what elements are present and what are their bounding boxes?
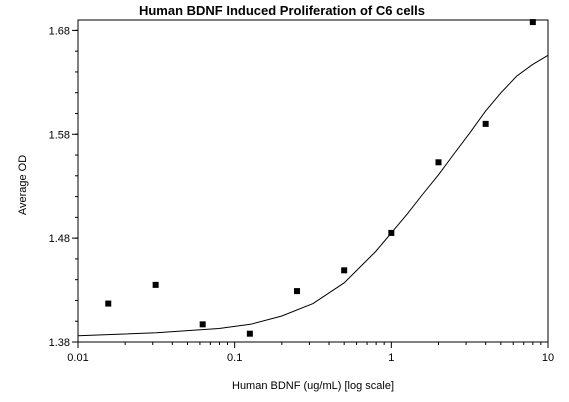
data-points <box>105 19 536 337</box>
y-tick-label: 1.68 <box>49 25 70 37</box>
data-point <box>482 120 489 127</box>
data-point <box>294 288 301 295</box>
fit-curve <box>77 54 549 337</box>
data-point <box>388 229 395 236</box>
y-tick-label: 1.58 <box>49 129 70 141</box>
data-point <box>152 281 159 288</box>
data-point <box>199 321 206 328</box>
plot-frame <box>77 19 549 343</box>
data-point <box>529 19 536 26</box>
data-point <box>435 159 442 166</box>
data-point <box>105 300 112 307</box>
chart-title: Human BDNF Induced Proliferation of C6 c… <box>139 3 425 18</box>
x-tick-label: 0.01 <box>67 352 88 364</box>
y-axis-label: Average OD <box>17 155 29 215</box>
x-axis: 0.01 0.1 1 10 <box>67 342 554 364</box>
y-tick-label: 1.38 <box>49 337 70 349</box>
x-tick-label: 1 <box>388 352 394 364</box>
x-tick-label: 0.1 <box>227 352 242 364</box>
y-axis: 1.38 1.48 1.58 1.68 <box>49 25 78 349</box>
x-axis-label: Human BDNF (ug/mL) [log scale] <box>232 380 394 392</box>
data-point <box>246 330 253 337</box>
y-tick-label: 1.48 <box>49 233 70 245</box>
x-tick-label: 10 <box>542 352 554 364</box>
data-point <box>341 267 348 274</box>
